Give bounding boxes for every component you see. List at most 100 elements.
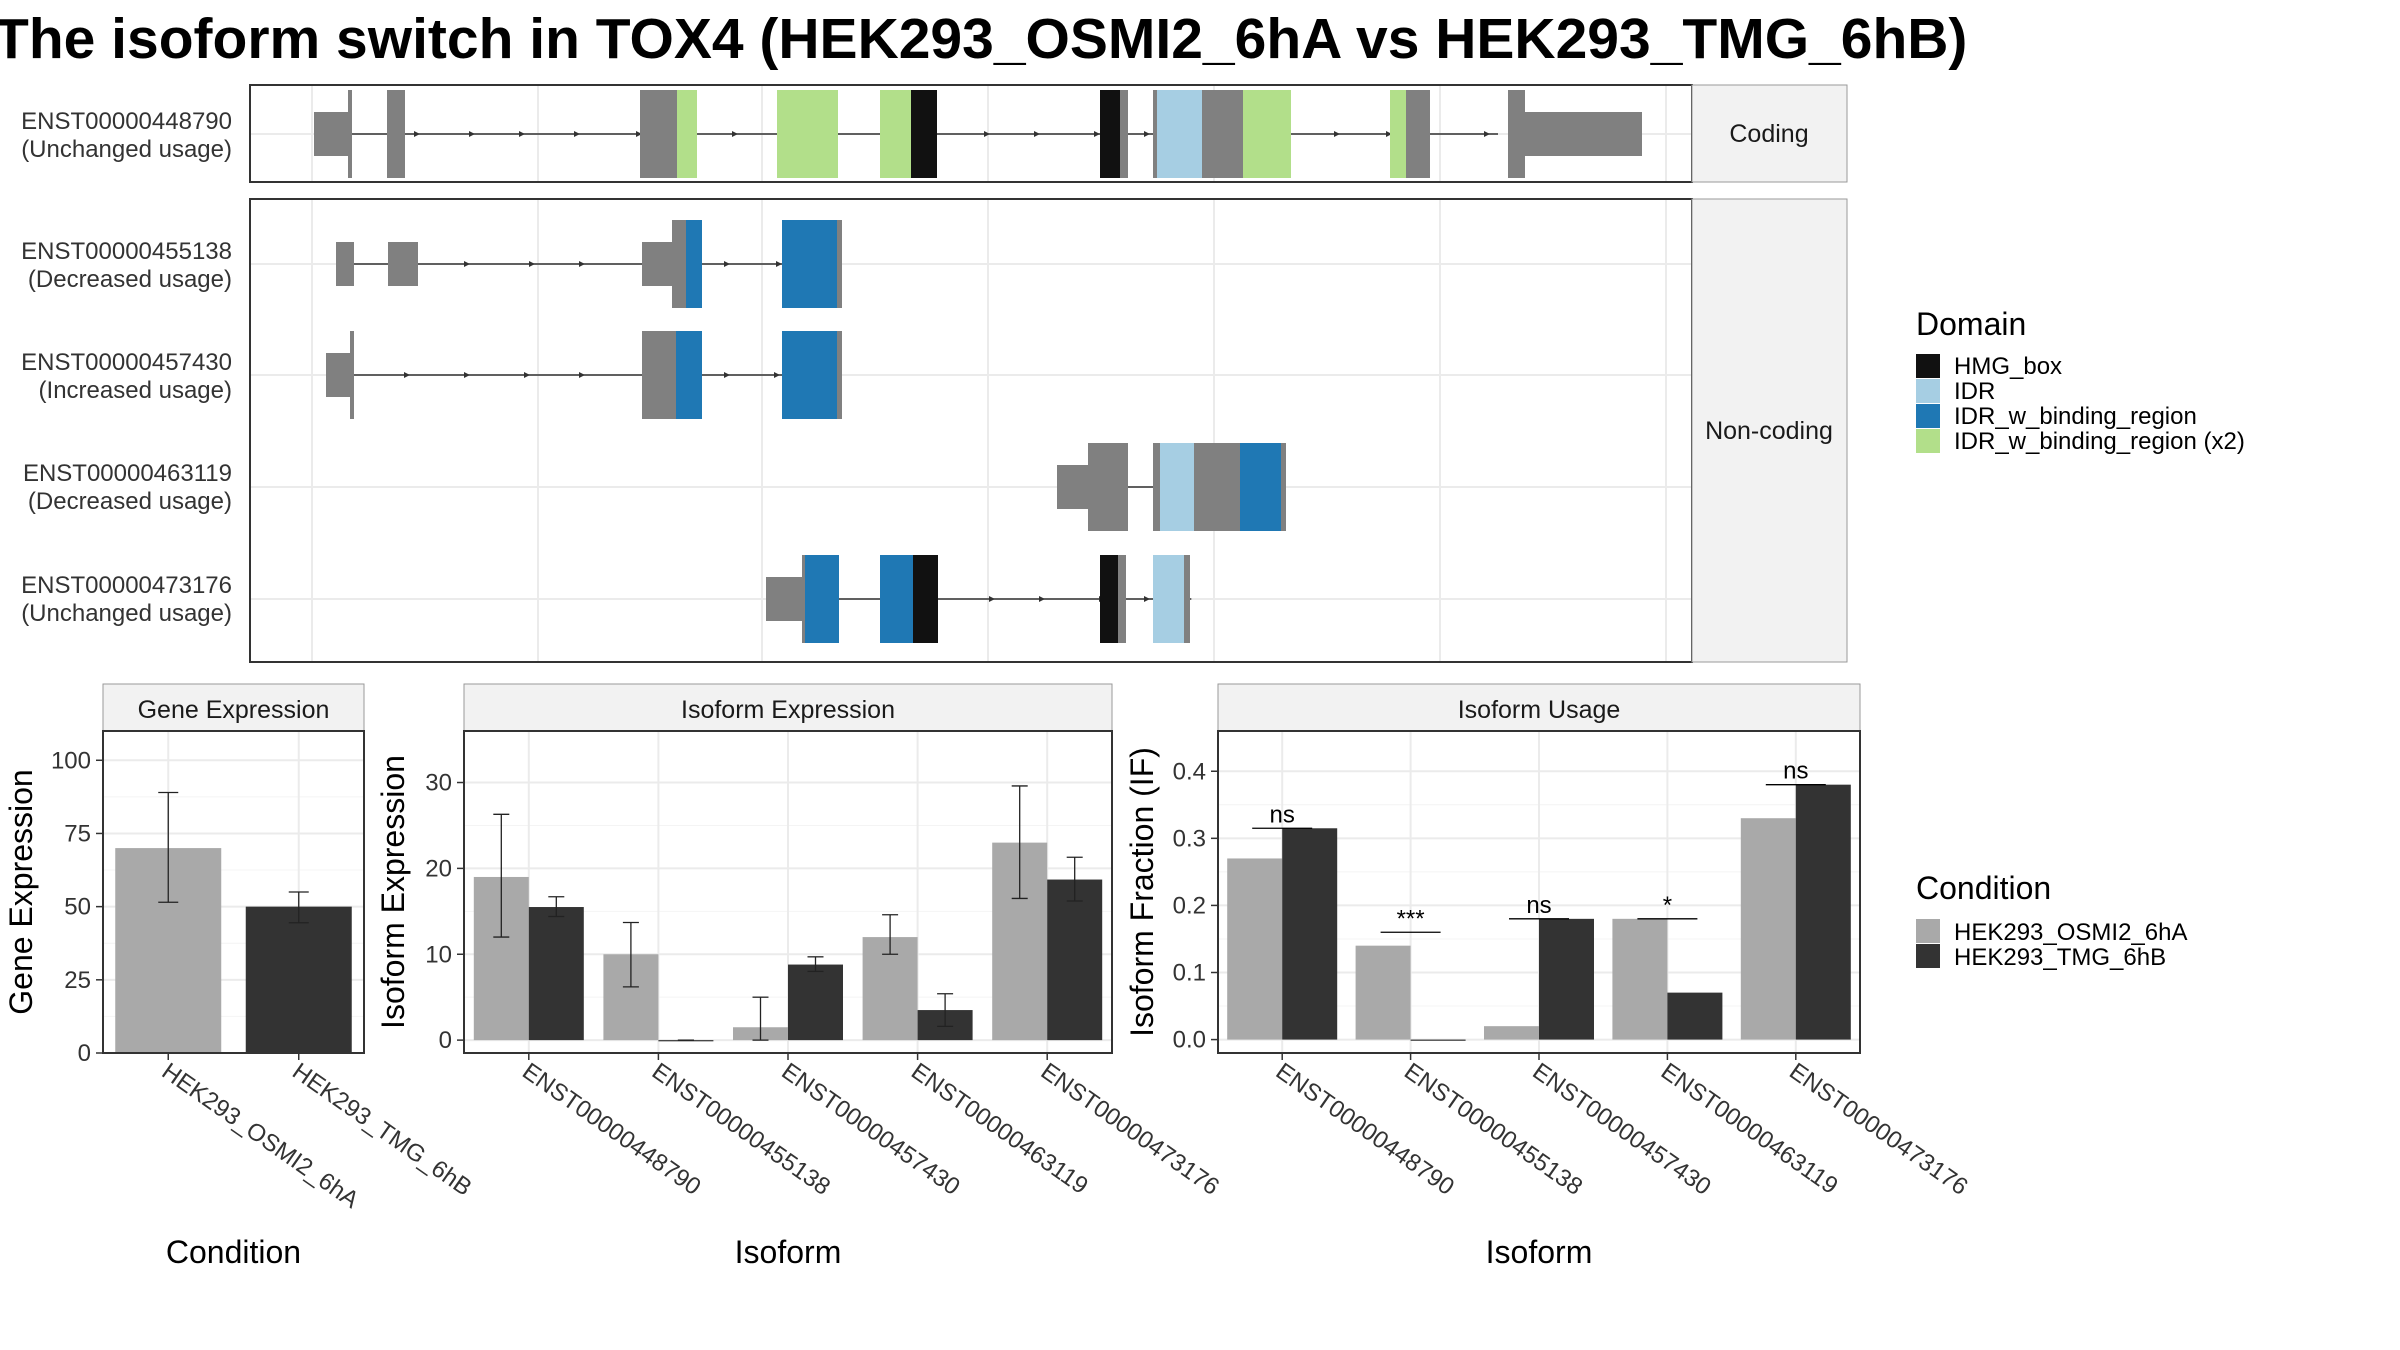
bar bbox=[1539, 918, 1594, 1040]
legend-label: IDR bbox=[1954, 378, 1995, 405]
domain-idr-binding bbox=[805, 555, 839, 643]
domain-idr-binding-x2 bbox=[1390, 90, 1406, 178]
domain-idr-binding bbox=[782, 220, 837, 308]
domain-hmg-box bbox=[1100, 90, 1120, 178]
x-axis-title: Isoform bbox=[1486, 1234, 1593, 1270]
panel-border bbox=[102, 730, 365, 1054]
exon bbox=[1281, 443, 1286, 531]
domain-idr-binding bbox=[880, 555, 913, 643]
y-tick-label: 10 bbox=[425, 941, 452, 968]
domain-idr bbox=[1160, 443, 1194, 531]
domain-idr-binding bbox=[676, 331, 702, 419]
y-tick-label: 75 bbox=[64, 820, 91, 847]
intron-arrow bbox=[1144, 596, 1150, 602]
intron-arrow bbox=[732, 131, 738, 137]
facet-strip bbox=[1217, 683, 1861, 732]
legend-label: IDR_w_binding_region bbox=[1954, 403, 2197, 430]
exon bbox=[350, 331, 354, 419]
bar bbox=[245, 906, 352, 1053]
intron-arrow bbox=[464, 372, 470, 378]
legend-label: IDR_w_binding_region (x2) bbox=[1954, 428, 2245, 455]
y-tick-label: 0 bbox=[439, 1027, 452, 1054]
noncoding-strip-label: Non-coding bbox=[1705, 417, 1833, 445]
domain-hmg-box bbox=[1100, 555, 1118, 643]
intron-arrow bbox=[519, 131, 525, 137]
intron-arrow bbox=[776, 261, 782, 267]
panel-title: Isoform Usage bbox=[1458, 696, 1621, 724]
noncoding-strip bbox=[1691, 198, 1848, 663]
intron-arrow bbox=[984, 131, 990, 137]
exon bbox=[802, 555, 805, 643]
transcript-usage-label: (Decreased usage) bbox=[28, 488, 232, 515]
domain-hmg-box bbox=[911, 90, 937, 178]
bar bbox=[1795, 784, 1851, 1040]
panel-title: Isoform Expression bbox=[681, 696, 895, 724]
significance-label: ns bbox=[1526, 892, 1551, 919]
exon bbox=[1508, 90, 1525, 178]
y-tick-label: 0.1 bbox=[1173, 960, 1206, 987]
exon bbox=[1202, 90, 1243, 178]
legend-label: HEK293_OSMI2_6hA bbox=[1954, 919, 2187, 946]
legend-key-idr bbox=[1916, 379, 1940, 403]
bar bbox=[788, 964, 843, 1041]
intron-arrow bbox=[524, 372, 530, 378]
y-axis-title: Isoform Expression bbox=[375, 755, 411, 1029]
utr-exon bbox=[388, 242, 418, 286]
domain-idr-binding-x2 bbox=[777, 90, 838, 178]
intron-arrow bbox=[1334, 131, 1340, 137]
domain-idr-binding bbox=[1240, 443, 1281, 531]
noncoding-transcript-panel bbox=[249, 198, 1693, 663]
exon bbox=[1406, 90, 1430, 178]
y-axis-title: Gene Expression bbox=[3, 769, 39, 1014]
x-axis-title: Condition bbox=[166, 1234, 301, 1270]
y-tick-label: 20 bbox=[425, 855, 452, 882]
y-tick-label: 30 bbox=[425, 770, 452, 797]
bar bbox=[1282, 828, 1338, 1040]
facet-strip bbox=[102, 683, 365, 732]
y-tick-label: 0.3 bbox=[1173, 825, 1206, 852]
significance-label: ns bbox=[1783, 758, 1808, 785]
legend-label: HEK293_TMG_6hB bbox=[1954, 944, 2166, 971]
intron-arrow bbox=[529, 261, 535, 267]
intron-arrow bbox=[579, 261, 585, 267]
condition-legend: Condition HEK293_OSMI2_6hA HEK293_TMG_6h… bbox=[1916, 870, 2187, 971]
legend-key-condition-1 bbox=[1916, 919, 1940, 943]
transcript-usage-label: (Unchanged usage) bbox=[21, 600, 232, 627]
domain-idr-binding-x2 bbox=[880, 90, 911, 178]
domain-idr-binding bbox=[686, 220, 702, 308]
intron-arrow bbox=[414, 131, 420, 137]
intron-arrow bbox=[404, 372, 410, 378]
transcript-id-label: ENST00000457430 bbox=[21, 349, 232, 376]
exon bbox=[1088, 443, 1128, 531]
bar bbox=[1355, 945, 1411, 1040]
bar bbox=[1612, 918, 1668, 1040]
transcript-usage-label: (Decreased usage) bbox=[28, 266, 232, 293]
transcript-id-label: ENST00000473176 bbox=[21, 572, 232, 599]
significance-label: * bbox=[1663, 892, 1672, 919]
bar bbox=[1484, 1026, 1539, 1040]
intron-arrow bbox=[469, 131, 475, 137]
condition-legend-title: Condition bbox=[1916, 870, 2051, 906]
intron-arrow bbox=[724, 261, 730, 267]
intron-arrow bbox=[774, 372, 780, 378]
domain-legend-title: Domain bbox=[1916, 306, 2026, 342]
utr-exon bbox=[336, 242, 354, 286]
coding-strip bbox=[1691, 84, 1848, 183]
intron-arrow bbox=[574, 131, 580, 137]
legend-key-idr-binding bbox=[1916, 404, 1940, 428]
panel-title: Gene Expression bbox=[138, 696, 330, 724]
legend-key-idr-binding-x2 bbox=[1916, 429, 1940, 453]
bar bbox=[1047, 879, 1103, 1041]
exon bbox=[672, 220, 686, 308]
domain-idr bbox=[1157, 90, 1202, 178]
intron-arrow bbox=[1484, 131, 1490, 137]
intron-arrow bbox=[1144, 131, 1150, 137]
coding-strip-label: Coding bbox=[1729, 120, 1808, 148]
exon bbox=[837, 331, 842, 419]
exon bbox=[642, 331, 676, 419]
exon bbox=[348, 90, 352, 178]
intron-arrow bbox=[1386, 131, 1392, 137]
exon bbox=[1153, 443, 1160, 531]
y-tick-label: 50 bbox=[64, 894, 91, 921]
